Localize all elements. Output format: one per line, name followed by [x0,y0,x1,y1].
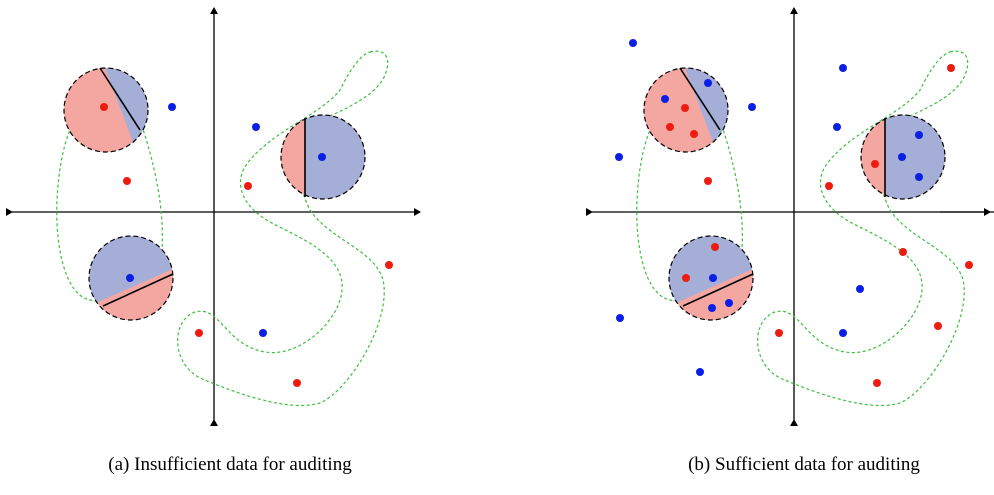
red-point [947,64,955,72]
red-point [871,160,879,168]
blue-point [704,79,712,87]
blue-point [126,274,134,282]
blue-point [168,103,176,111]
blue-point [856,285,864,293]
audit-region-right [860,114,946,200]
blue-point [898,153,906,161]
blue-point [709,274,717,282]
red-point [704,177,712,185]
blue-point [252,123,260,131]
blue-point [839,329,847,337]
red-point [690,130,698,138]
red-point [775,329,783,337]
audit-region-right [280,114,366,200]
data-points-a [100,103,393,387]
red-point [681,104,689,112]
decision-boundary-right [177,50,389,407]
blue-point [318,153,326,161]
caption-a: (a) Insufficient data for auditing [108,454,352,475]
blue-point [615,153,623,161]
blue-point [629,39,637,47]
blue-point [915,131,923,139]
red-point [965,261,973,269]
red-point [934,322,942,330]
blue-point [696,368,704,376]
data-points-b [615,39,973,387]
red-point [711,243,719,251]
audit-region-bottom-left [88,235,174,321]
caption-b: (b) Sufficient data for auditing [688,454,920,475]
blue-point [259,329,267,337]
decision-boundary-right [757,50,969,407]
red-point [825,182,833,190]
red-point [100,103,108,111]
red-point [385,261,393,269]
blue-point [839,64,847,72]
red-point [899,248,907,256]
blue-point [708,304,716,312]
panel-b [586,7,994,426]
blue-point [915,173,923,181]
audit-region-top-left [63,67,149,153]
blue-point [725,299,733,307]
red-point [123,177,131,185]
blue-point [833,123,841,131]
red-point [666,123,674,131]
panel-a [6,7,421,426]
red-point [873,379,881,387]
audit-region-top-left [643,67,729,153]
red-point [244,182,252,190]
blue-point [661,95,669,103]
red-point [682,274,690,282]
red-point [293,379,301,387]
red-point [195,329,203,337]
blue-point [616,314,624,322]
blue-point [748,103,756,111]
